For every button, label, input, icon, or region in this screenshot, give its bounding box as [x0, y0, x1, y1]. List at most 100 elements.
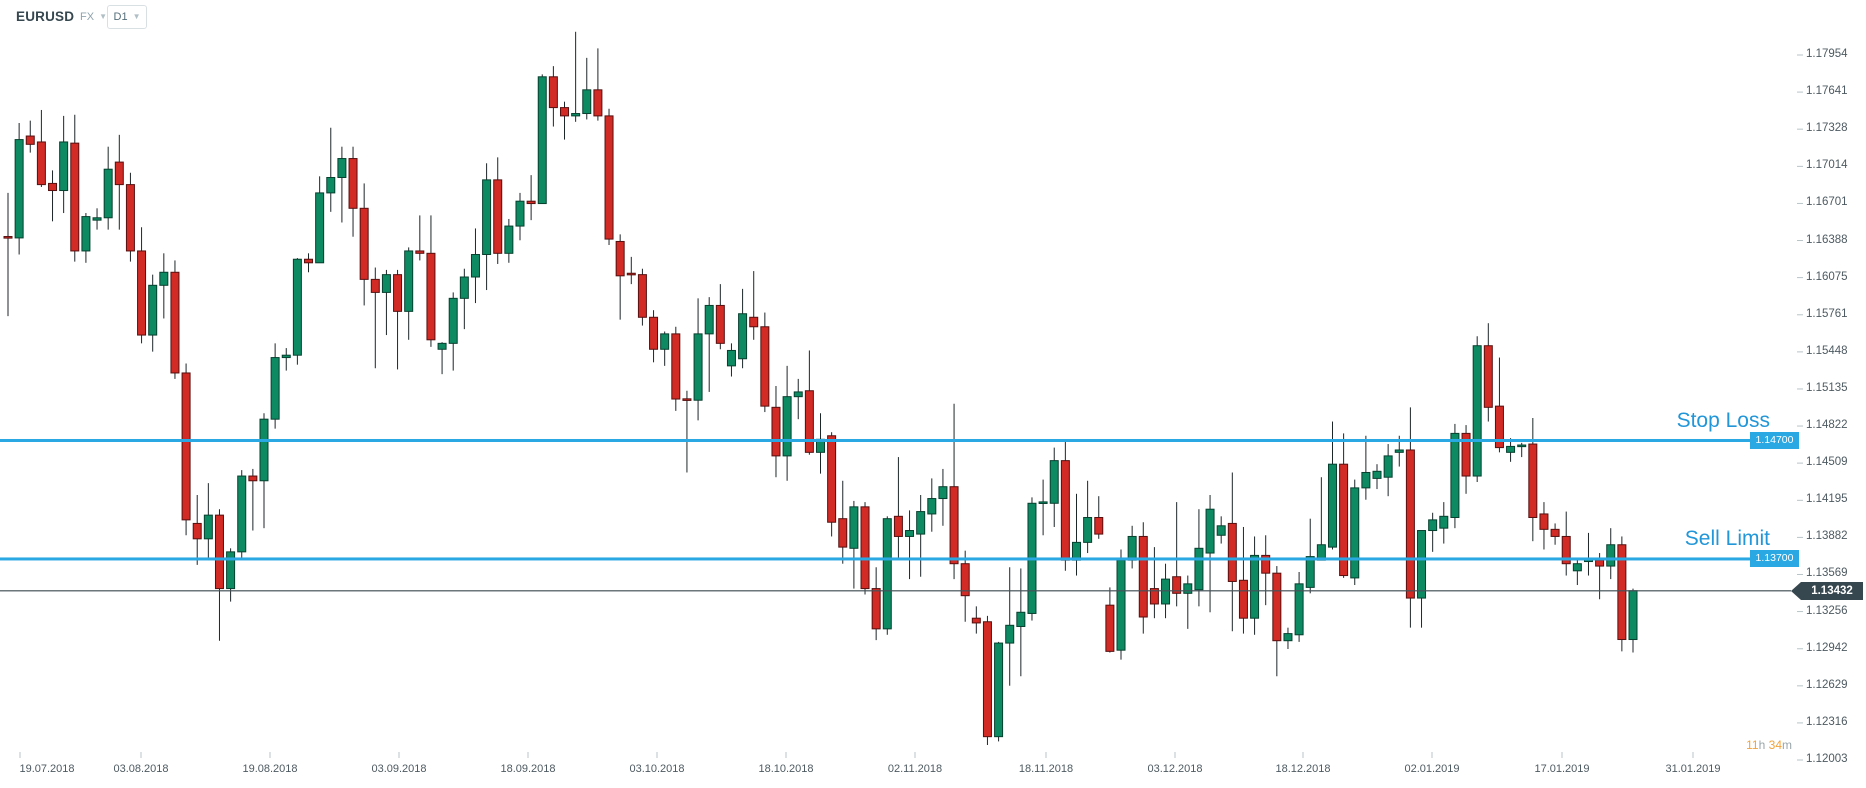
candle-bullish [515, 200, 525, 227]
date-axis-label: 03.12.2018 [1147, 763, 1203, 775]
candle-bullish [1361, 471, 1371, 489]
price-axis-label: 1.15761 [1806, 307, 1848, 320]
candle-bearish [526, 200, 536, 205]
candle-bullish [159, 271, 169, 286]
price-axis-label: 1.15448 [1806, 344, 1848, 357]
candle-bullish [404, 250, 414, 312]
candle-bullish [1383, 455, 1393, 478]
candle-bullish [1327, 463, 1337, 548]
candle-bullish [1606, 544, 1616, 567]
candle-bullish [1572, 563, 1582, 572]
timeframe-dropdown[interactable]: D1 ▼ [107, 5, 147, 29]
candle-bearish [1172, 576, 1182, 594]
candle-bearish [1617, 544, 1627, 641]
candle-bearish [860, 506, 870, 590]
candle-bullish [315, 192, 325, 264]
candle-bullish [994, 642, 1004, 738]
date-axis-label: 18.10.2018 [758, 763, 814, 775]
candle-bullish [1005, 624, 1015, 644]
candle-bearish [1405, 449, 1415, 599]
candle-bullish [270, 357, 280, 420]
price-axis-label: 1.13256 [1806, 604, 1848, 617]
candle-bullish [660, 333, 670, 350]
stop-loss-label[interactable]: Stop Loss [1676, 409, 1770, 432]
date-axis-label: 31.01.2019 [1665, 763, 1721, 775]
candle-bearish [649, 316, 659, 350]
stop-loss-price-tag[interactable]: 1.14700 [1750, 432, 1799, 449]
candle-bearish [114, 161, 124, 186]
countdown-minutes: 34 [1768, 738, 1782, 752]
candle-bearish [626, 272, 636, 276]
candle-bearish [1483, 345, 1493, 408]
candle-bearish [560, 107, 570, 117]
candle-bullish [337, 158, 347, 178]
candle-bullish [1350, 487, 1360, 579]
candle-bullish [226, 551, 236, 590]
date-axis-label: 19.07.2018 [19, 763, 75, 775]
candle-bullish [849, 506, 859, 549]
date-axis-label: 03.08.2018 [113, 763, 169, 775]
stop-loss-line[interactable] [0, 438, 1750, 442]
candle-bullish [59, 141, 69, 192]
market-type-dropdown[interactable]: FX ▼ [80, 11, 107, 23]
candle-bullish [1372, 470, 1382, 479]
price-axis-label: 1.17641 [1806, 85, 1848, 98]
candle-bearish [1550, 528, 1560, 537]
candle-bullish [704, 304, 714, 335]
price-axis-label: 1.14509 [1806, 456, 1848, 469]
candle-bullish [1049, 460, 1059, 504]
candle-countdown: 11h 34m [1746, 738, 1792, 752]
candle-bearish [181, 372, 191, 521]
candle-bullish [782, 396, 792, 457]
candle-bullish [1127, 535, 1137, 561]
price-axis-label: 1.12942 [1806, 641, 1848, 654]
countdown-minutes-unit: m [1782, 738, 1792, 752]
candle-bearish [36, 141, 46, 186]
candle-bearish [359, 207, 369, 280]
candle-bullish [905, 530, 915, 537]
candle-bearish [1561, 535, 1571, 565]
candle-bearish [48, 182, 58, 192]
countdown-hours-unit: h [1758, 738, 1766, 752]
candle-bullish [203, 514, 213, 540]
candle-bullish [693, 333, 703, 401]
candle-bearish [749, 316, 759, 328]
price-axis-label: 1.12629 [1806, 678, 1848, 691]
current-price-tag: 1.13432 [1801, 582, 1863, 600]
candle-bullish [148, 284, 158, 336]
candle-bearish [838, 518, 848, 548]
candle-bullish [1016, 611, 1026, 627]
candle-bearish [1539, 513, 1549, 530]
candle-bearish [982, 621, 992, 738]
candle-bearish [604, 115, 614, 240]
candle-bearish [771, 406, 781, 457]
price-axis-label: 1.13882 [1806, 530, 1848, 543]
price-axis-label: 1.17014 [1806, 159, 1848, 172]
sell-limit-label[interactable]: Sell Limit [1684, 527, 1770, 550]
candle-bearish [415, 250, 425, 254]
sell-limit-line[interactable] [0, 557, 1750, 561]
candle-bullish [1161, 578, 1171, 605]
candle-bearish [1105, 604, 1115, 652]
candle-bearish [1238, 579, 1248, 619]
candle-bearish [1261, 554, 1271, 574]
candle-bearish [1528, 443, 1538, 518]
candle-bullish [292, 258, 302, 356]
candle-bullish [882, 518, 892, 630]
candle-bullish [1628, 590, 1638, 641]
date-axis-label: 03.09.2018 [371, 763, 427, 775]
date-axis-label: 17.01.2019 [1534, 763, 1590, 775]
candle-bullish [1394, 449, 1404, 453]
candle-bearish [1461, 432, 1471, 477]
sell-limit-price-tag[interactable]: 1.13700 [1750, 550, 1799, 567]
candle-bullish [1428, 519, 1438, 532]
date-axis-label: 02.01.2019 [1404, 763, 1460, 775]
candle-bullish [1183, 583, 1193, 594]
candle-bullish [1194, 547, 1204, 591]
date-axis-label: 03.10.2018 [629, 763, 685, 775]
price-axis-label: 1.16701 [1806, 196, 1848, 209]
current-price-line [0, 590, 1791, 592]
candle-bullish [92, 217, 102, 221]
